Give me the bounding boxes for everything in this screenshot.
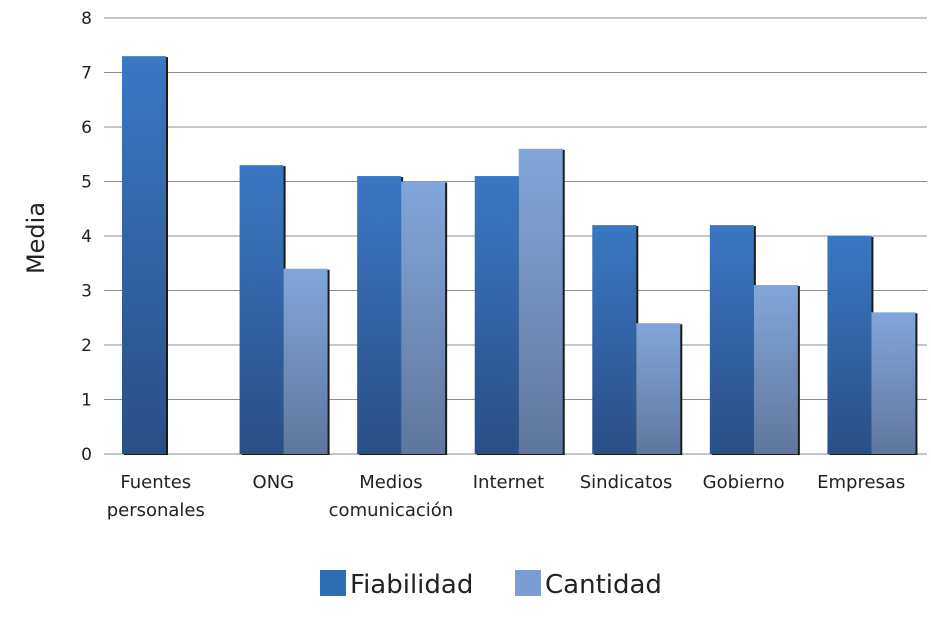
legend-label-fiabilidad: Fiabilidad (350, 570, 473, 600)
bar-cantidad-4 (636, 323, 681, 454)
y-axis-title: Media (22, 202, 50, 274)
bar-cantidad-1 (283, 268, 328, 454)
legend: Fiabilidad Cantidad (320, 570, 662, 600)
x-category-label-line: Sindicatos (580, 472, 673, 493)
y-tick-label: 0 (81, 445, 92, 465)
x-axis-categories: Fuentes personales ONG Medios comunicación In… (107, 472, 906, 521)
bar-fiabilidad-4 (592, 225, 637, 454)
x-category-label: Empresas (817, 472, 905, 493)
x-category-label-line: Empresas (817, 472, 905, 493)
bar-fiabilidad-6 (827, 236, 872, 454)
bar-fiabilidad-0 (122, 56, 166, 455)
x-category-label: Fuentes personales (107, 472, 205, 521)
y-tick-label: 4 (81, 227, 92, 247)
legend-swatch-fiabilidad (320, 570, 346, 596)
x-category-label-line: Fuentes (120, 472, 191, 493)
y-tick-label: 8 (81, 9, 92, 29)
bar-cantidad-3 (518, 148, 563, 455)
bar-fiabilidad-1 (239, 165, 284, 454)
y-tick-label: 3 (81, 282, 92, 302)
y-tick-label: 1 (81, 391, 92, 411)
x-category-label: Medios comunicación (329, 472, 454, 521)
x-category-label: Internet (473, 472, 544, 493)
x-category-label-line: Internet (473, 472, 544, 493)
x-category-label-line: ONG (253, 472, 295, 493)
x-category-label-line: comunicación (329, 500, 454, 521)
y-tick-label: 7 (81, 64, 92, 84)
y-tick-label: 2 (81, 336, 92, 356)
x-category-label-line: personales (107, 500, 205, 521)
y-axis-ticks: 0 1 2 3 4 5 6 7 8 (81, 9, 92, 465)
y-tick-label: 6 (81, 118, 92, 138)
x-category-label: ONG (253, 472, 295, 493)
y-tick-label: 5 (81, 173, 92, 193)
x-category-label: Gobierno (703, 472, 785, 493)
bar-cantidad-6 (871, 312, 916, 454)
bar-cantidad-2 (401, 181, 446, 454)
bar-fiabilidad-2 (357, 176, 402, 455)
bar-fiabilidad-3 (474, 176, 519, 455)
legend-label-cantidad: Cantidad (545, 570, 662, 600)
x-category-label: Sindicatos (580, 472, 673, 493)
bars (122, 56, 918, 456)
x-category-label-line: Gobierno (703, 472, 785, 493)
bar-cantidad-5 (753, 285, 798, 454)
legend-swatch-cantidad (515, 570, 541, 596)
bar-fiabilidad-5 (709, 225, 754, 454)
x-category-label-line: Medios (359, 472, 422, 493)
